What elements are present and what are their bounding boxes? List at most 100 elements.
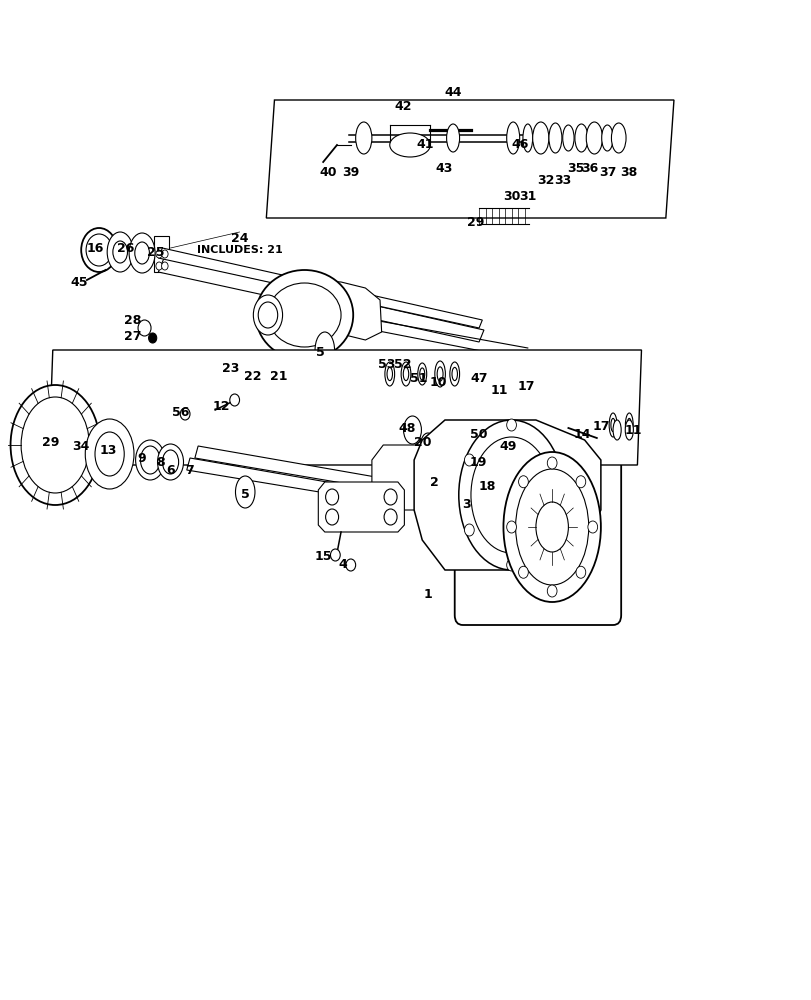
Text: 8: 8 — [157, 456, 165, 468]
Text: 39: 39 — [341, 166, 359, 180]
Polygon shape — [158, 258, 483, 342]
Ellipse shape — [430, 453, 441, 465]
Ellipse shape — [255, 270, 353, 360]
Ellipse shape — [435, 361, 444, 387]
Circle shape — [325, 489, 338, 505]
Ellipse shape — [535, 502, 568, 552]
Text: 44: 44 — [444, 87, 461, 100]
Text: 15: 15 — [314, 550, 332, 562]
Ellipse shape — [403, 367, 408, 381]
Ellipse shape — [624, 420, 633, 440]
Ellipse shape — [458, 420, 564, 570]
Ellipse shape — [612, 420, 620, 440]
Text: 20: 20 — [414, 436, 431, 450]
Ellipse shape — [135, 242, 149, 264]
Text: 9: 9 — [138, 452, 146, 464]
Text: 26: 26 — [117, 241, 135, 254]
Text: 29: 29 — [41, 436, 59, 450]
Ellipse shape — [355, 122, 371, 154]
Ellipse shape — [452, 367, 457, 381]
Circle shape — [548, 524, 558, 536]
Text: 14: 14 — [573, 428, 590, 442]
Circle shape — [575, 566, 585, 578]
Ellipse shape — [253, 295, 282, 335]
Ellipse shape — [389, 133, 430, 157]
Ellipse shape — [610, 418, 615, 432]
Ellipse shape — [384, 362, 394, 386]
Polygon shape — [266, 100, 673, 218]
Circle shape — [236, 361, 247, 375]
Ellipse shape — [626, 418, 631, 432]
Text: 30: 30 — [502, 190, 520, 204]
Text: 29: 29 — [466, 216, 484, 229]
Circle shape — [277, 368, 288, 382]
Text: 40: 40 — [319, 166, 337, 180]
Text: 56: 56 — [171, 406, 189, 418]
Text: 50: 50 — [470, 428, 487, 442]
Text: 49: 49 — [499, 440, 517, 454]
Text: 36: 36 — [580, 161, 598, 174]
Text: 43: 43 — [435, 161, 453, 174]
Circle shape — [575, 476, 585, 488]
Text: 25: 25 — [147, 245, 165, 258]
Ellipse shape — [11, 385, 100, 505]
Polygon shape — [371, 445, 458, 510]
Ellipse shape — [586, 122, 602, 154]
Ellipse shape — [461, 500, 472, 510]
Text: 5: 5 — [315, 347, 324, 360]
Text: 12: 12 — [212, 399, 230, 412]
Text: 11: 11 — [624, 424, 642, 438]
Ellipse shape — [268, 283, 341, 347]
Ellipse shape — [532, 122, 548, 154]
Polygon shape — [195, 446, 404, 493]
Ellipse shape — [21, 397, 89, 493]
Text: 5: 5 — [241, 488, 249, 500]
Circle shape — [547, 585, 556, 597]
Ellipse shape — [387, 367, 392, 381]
Text: 13: 13 — [99, 444, 117, 458]
Ellipse shape — [95, 432, 124, 476]
Circle shape — [345, 559, 355, 571]
Ellipse shape — [562, 125, 573, 151]
Text: 37: 37 — [598, 166, 616, 180]
Text: 31: 31 — [518, 190, 536, 204]
Text: 19: 19 — [469, 456, 487, 468]
Circle shape — [81, 228, 117, 272]
Ellipse shape — [258, 302, 277, 328]
Text: 52: 52 — [393, 359, 411, 371]
Text: 42: 42 — [394, 101, 412, 113]
Ellipse shape — [503, 452, 600, 602]
Ellipse shape — [601, 125, 612, 151]
Text: 1: 1 — [423, 588, 431, 601]
Ellipse shape — [611, 123, 625, 153]
Polygon shape — [49, 350, 641, 465]
Bar — [154, 236, 169, 272]
Text: 32: 32 — [536, 174, 554, 186]
Circle shape — [156, 250, 162, 258]
Ellipse shape — [85, 419, 134, 489]
Circle shape — [180, 408, 190, 420]
Circle shape — [138, 320, 151, 336]
Text: 48: 48 — [398, 422, 416, 434]
Circle shape — [547, 457, 556, 469]
Text: 17: 17 — [591, 420, 609, 434]
Circle shape — [230, 394, 239, 406]
Text: 51: 51 — [410, 371, 427, 384]
Ellipse shape — [107, 232, 133, 272]
Text: 23: 23 — [221, 362, 239, 375]
Ellipse shape — [419, 368, 424, 380]
Ellipse shape — [472, 422, 495, 454]
Ellipse shape — [624, 413, 633, 437]
Circle shape — [464, 524, 474, 536]
Text: 33: 33 — [553, 174, 571, 186]
Ellipse shape — [157, 444, 183, 480]
Ellipse shape — [446, 124, 459, 152]
Ellipse shape — [453, 494, 479, 516]
Text: 11: 11 — [490, 383, 508, 396]
Circle shape — [161, 250, 168, 258]
Ellipse shape — [420, 433, 435, 457]
Polygon shape — [187, 458, 401, 505]
Ellipse shape — [140, 446, 160, 474]
Polygon shape — [414, 420, 600, 570]
Ellipse shape — [515, 469, 588, 585]
